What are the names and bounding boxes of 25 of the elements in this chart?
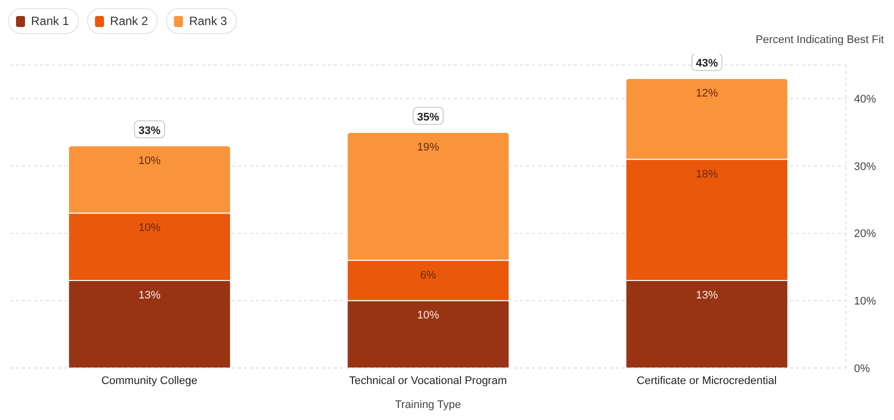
data-label: 13% xyxy=(696,289,718,302)
y-tick-label: 30% xyxy=(854,160,876,173)
data-label: 18% xyxy=(696,168,718,180)
y-tick-label: 20% xyxy=(854,228,876,240)
data-label: 19% xyxy=(417,141,440,154)
legend-label: Rank 1 xyxy=(31,14,70,28)
y-tick-label: 0% xyxy=(854,362,870,375)
total-label: 35% xyxy=(417,111,440,124)
legend-label: Rank 3 xyxy=(189,14,228,28)
data-label: 12% xyxy=(696,87,718,100)
total-label: 33% xyxy=(138,124,161,137)
data-label: 13% xyxy=(138,289,161,302)
data-label: 6% xyxy=(420,269,436,282)
y-axis-title: Percent Indicating Best Fit xyxy=(754,34,885,48)
y-tick-label: 40% xyxy=(854,94,876,106)
x-axis-title: Training Type xyxy=(394,399,462,411)
x-tick-label: Certificate or Microcredential xyxy=(636,374,777,387)
y-tick-label: 10% xyxy=(854,296,876,308)
data-label: 10% xyxy=(417,310,440,322)
total-label: 43% xyxy=(696,57,718,70)
x-tick-label: Technical or Vocational Program xyxy=(349,374,507,387)
data-label: 10% xyxy=(138,222,161,234)
data-label: 10% xyxy=(138,154,161,167)
x-tick-label: Community College xyxy=(101,374,198,387)
legend-label: Rank 2 xyxy=(110,14,148,28)
